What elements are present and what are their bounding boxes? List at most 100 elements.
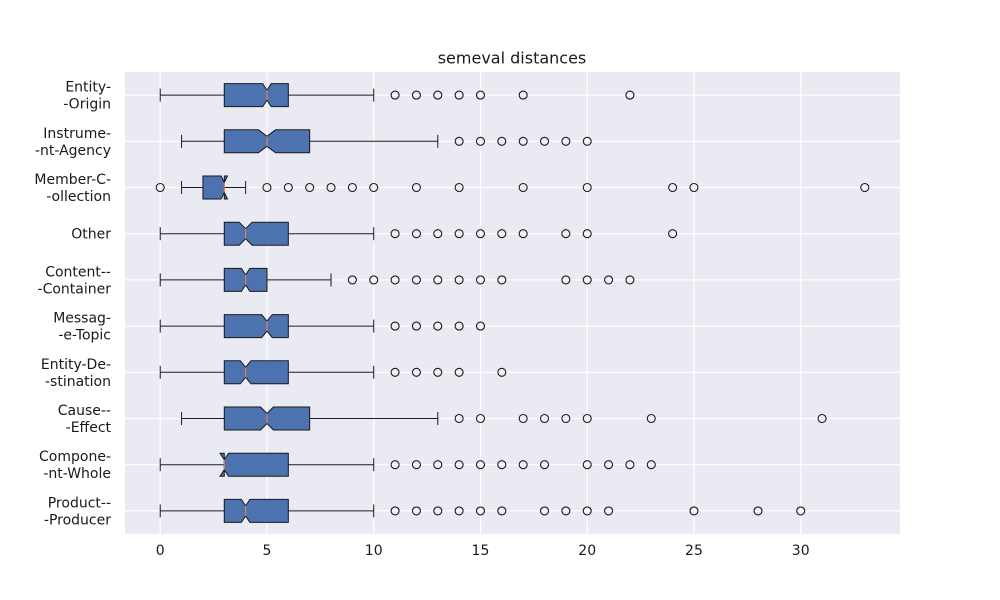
outlier-point <box>539 136 550 146</box>
notched-box <box>223 314 289 339</box>
outlier-point <box>475 275 486 285</box>
y-tick-label: -Producer <box>44 512 111 528</box>
outlier-point <box>454 321 464 331</box>
outlier-point <box>347 275 357 285</box>
outlier-point <box>454 229 464 239</box>
y-tick-label: Messag- <box>53 311 111 327</box>
notched-box <box>223 360 289 385</box>
outlier-point <box>561 229 571 239</box>
outlier-point <box>411 90 421 100</box>
outlier-point <box>454 460 464 470</box>
outlier-point <box>518 136 528 146</box>
outlier-point <box>411 367 421 377</box>
outlier-point <box>518 90 528 100</box>
box-marks <box>155 83 870 523</box>
outlier-point <box>454 182 464 193</box>
y-tick-label: Compone- <box>39 449 111 465</box>
chart-title: semeval distances <box>438 49 587 68</box>
box-group <box>159 83 635 108</box>
outlier-point <box>454 506 464 516</box>
outlier-point <box>262 182 272 193</box>
outlier-point <box>454 136 464 146</box>
outlier-point <box>433 90 443 100</box>
outlier-point <box>369 275 379 285</box>
outlier-point <box>433 506 443 516</box>
x-tick-label: 30 <box>792 543 810 559</box>
outlier-point <box>411 506 421 516</box>
y-tick-label: Member-C- <box>34 172 111 188</box>
outlier-point <box>817 413 827 424</box>
outlier-point <box>497 460 507 470</box>
y-tick-label: Other <box>71 227 111 243</box>
outlier-point <box>625 460 635 470</box>
notched-box <box>223 498 289 523</box>
outlier-point <box>390 275 400 285</box>
outlier-point <box>390 367 400 377</box>
outlier-point <box>411 275 421 285</box>
outlier-point <box>561 136 571 146</box>
y-tick-label: -ollection <box>46 189 111 205</box>
outlier-point <box>518 460 528 470</box>
axis-labels: 0 5 10 15 20 25 30 Entity--Origin Instrume--nt-A… <box>34 80 809 559</box>
outlier-point <box>646 413 656 424</box>
outlier-point <box>561 413 571 424</box>
outlier-point <box>454 90 464 100</box>
outlier-point <box>390 460 400 470</box>
outlier-point <box>283 182 293 193</box>
outlier-point <box>390 90 400 100</box>
outlier-point <box>411 460 421 470</box>
y-tick-label: Product-- <box>48 495 111 511</box>
outlier-point <box>411 229 421 239</box>
y-tick-label: -Origin <box>63 97 111 113</box>
outlier-point <box>497 136 507 146</box>
outlier-point <box>305 182 315 193</box>
outlier-point <box>518 229 528 239</box>
outlier-point <box>582 275 592 285</box>
outlier-point <box>411 182 421 193</box>
outlier-point <box>604 275 614 285</box>
outlier-point <box>475 413 486 424</box>
outlier-point <box>433 460 443 470</box>
y-tick-label: -Effect <box>66 420 112 436</box>
outlier-point <box>475 460 486 470</box>
outlier-point <box>668 229 678 239</box>
notched-box <box>223 83 289 108</box>
outlier-point <box>539 506 550 516</box>
y-tick-label: Content-- <box>45 264 111 280</box>
outlier-point <box>582 229 592 239</box>
y-tick-label: Instrume- <box>43 126 111 142</box>
outlier-point <box>433 229 443 239</box>
outlier-point <box>625 275 635 285</box>
x-tick-label: 25 <box>685 543 703 559</box>
outlier-point <box>475 229 486 239</box>
outlier-point <box>796 506 806 516</box>
outlier-point <box>561 275 571 285</box>
outlier-point <box>454 413 464 424</box>
outlier-point <box>454 367 464 377</box>
outlier-point <box>369 182 379 193</box>
box-group <box>159 267 635 292</box>
outlier-point <box>433 367 443 377</box>
outlier-point <box>433 275 443 285</box>
outlier-point <box>582 460 592 470</box>
outlier-point <box>539 413 550 424</box>
outlier-point <box>390 321 400 331</box>
outlier-point <box>604 460 614 470</box>
outlier-point <box>155 182 165 193</box>
outlier-point <box>433 321 443 331</box>
outlier-point <box>475 90 486 100</box>
outlier-point <box>411 321 421 331</box>
box-group <box>159 360 507 385</box>
box-group <box>181 129 592 154</box>
x-tick-label: 20 <box>578 543 596 559</box>
outlier-point <box>539 460 550 470</box>
outlier-point <box>518 182 528 193</box>
notched-box <box>223 221 289 246</box>
outlier-point <box>390 506 400 516</box>
box-group <box>159 314 486 339</box>
outlier-point <box>475 321 486 331</box>
y-tick-label: Cause-- <box>58 403 111 419</box>
notched-box <box>202 175 229 200</box>
notched-box <box>219 452 289 477</box>
